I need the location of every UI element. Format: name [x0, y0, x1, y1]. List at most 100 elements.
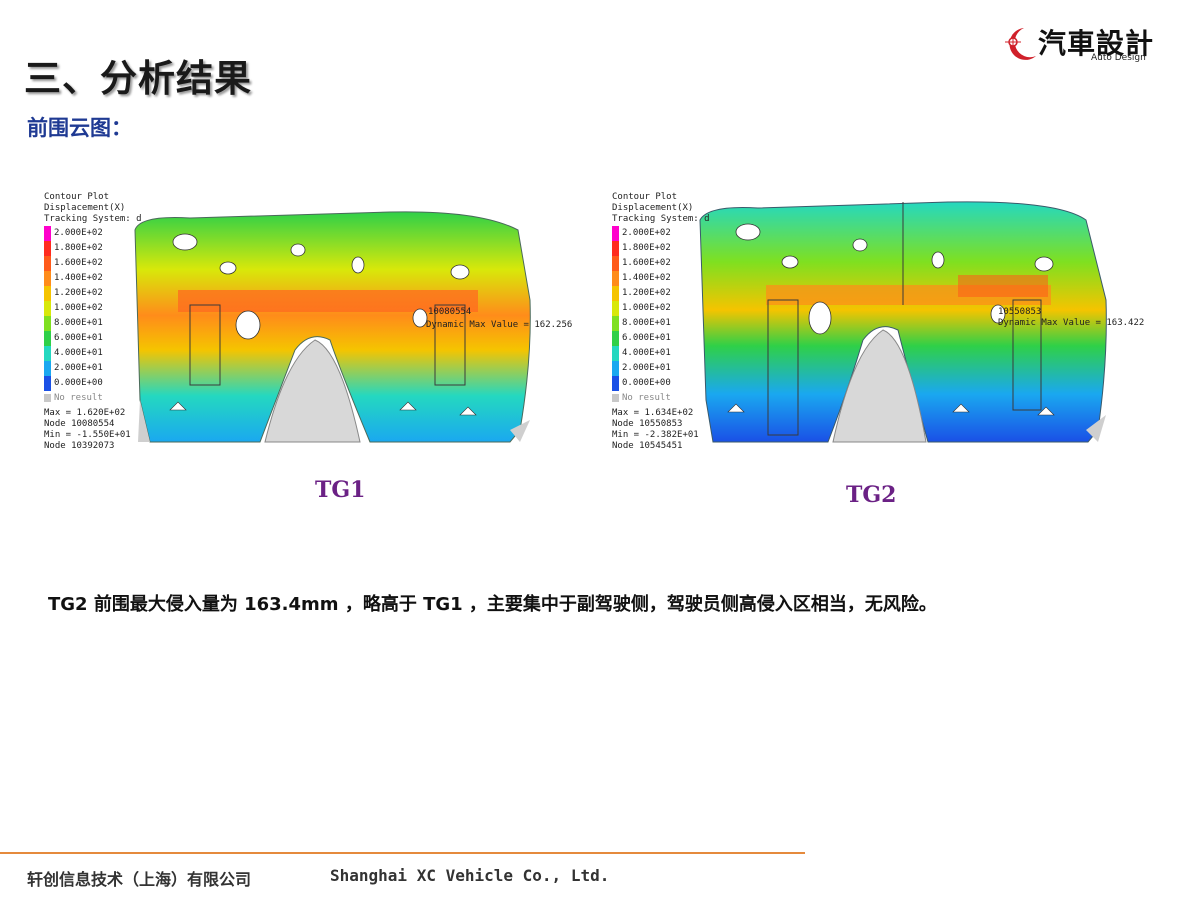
logo-subtext: Auto Design: [1091, 53, 1146, 63]
legend-level: 1.600E+02: [612, 256, 732, 271]
legend-level: 8.000E+01: [612, 316, 732, 331]
legend-no-result-label: No result: [54, 393, 103, 403]
legend-level: 2.000E+01: [44, 361, 164, 376]
legend-stat: Max = 1.620E+02: [44, 408, 126, 418]
legend-swatch: [612, 226, 619, 241]
legend-level-label: 1.200E+02: [54, 288, 103, 298]
legend-swatch: [44, 394, 51, 402]
page-title: 三、分析结果: [24, 57, 252, 100]
legend-level: 1.200E+02: [612, 286, 732, 301]
legend-title-line: Displacement(X): [612, 203, 694, 213]
legend-swatch: [612, 301, 619, 316]
legend-swatch: [612, 376, 619, 391]
legend-level-label: 2.000E+01: [54, 363, 103, 373]
legend-level-label: 1.400E+02: [54, 273, 103, 283]
contour-legend: Contour Plot Displacement(X) Tracking Sy…: [608, 190, 758, 460]
legend-level: 1.200E+02: [44, 286, 164, 301]
legend-level: 4.000E+01: [44, 346, 164, 361]
legend-level-label: 1.600E+02: [622, 258, 671, 268]
legend-swatch: [44, 301, 51, 316]
legend-swatch: [612, 346, 619, 361]
legend-stat: Min = -1.550E+01: [44, 430, 131, 440]
legend-swatch: [612, 361, 619, 376]
legend-swatch: [44, 271, 51, 286]
legend-level: 2.000E+02: [44, 226, 164, 241]
legend-level: 6.000E+01: [612, 331, 732, 346]
legend-level-label: 2.000E+01: [622, 363, 671, 373]
legend-level-label: 1.600E+02: [54, 258, 103, 268]
legend-level: 0.000E+00: [612, 376, 732, 391]
legend-level-label: 6.000E+01: [54, 333, 103, 343]
footer-company-en: Shanghai XC Vehicle Co., Ltd.: [330, 866, 610, 885]
section-subtitle: 前围云图：: [27, 116, 132, 140]
dynamic-max-label: Dynamic Max Value = 163.422: [998, 318, 1145, 328]
legend-stat: Node 10080554: [44, 419, 115, 429]
legend-level-label: 1.800E+02: [622, 243, 671, 253]
max-node-label: 10080554: [428, 307, 472, 317]
conclusion-text: TG2 前围最大侵入量为 163.4mm ，略高于 TG1 ，主要集中于副驾驶侧…: [48, 594, 937, 615]
legend-level: 1.400E+02: [44, 271, 164, 286]
footer-company-cn: 轩创信息技术（上海）有限公司: [27, 870, 252, 889]
legend-level: 1.000E+02: [44, 301, 164, 316]
legend-swatch: [44, 361, 51, 376]
legend-level: 1.600E+02: [44, 256, 164, 271]
legend-swatch: [44, 316, 51, 331]
legend-swatch: [44, 346, 51, 361]
logo-text: 汽車設計: [1038, 27, 1155, 60]
contour-plot-tg1: Contour Plot Displacement(X) Tracking Sy…: [40, 190, 575, 465]
dynamic-max-label: Dynamic Max Value = 162.256: [426, 320, 573, 330]
legend-level-label: 1.800E+02: [54, 243, 103, 253]
firewall-contour-image: [134, 211, 531, 443]
legend-title-line: Tracking System: d: [612, 214, 710, 224]
legend-swatch: [44, 376, 51, 391]
legend-swatch: [44, 286, 51, 301]
legend-level-label: 1.000E+02: [54, 303, 103, 313]
legend-stat: Node 10392073: [44, 441, 115, 451]
legend-swatch: [612, 271, 619, 286]
legend-level-label: 6.000E+01: [622, 333, 671, 343]
legend-title-line: Tracking System: d: [44, 214, 142, 224]
legend-level: 1.400E+02: [612, 271, 732, 286]
footer-divider: [0, 852, 805, 854]
legend-level-label: 2.000E+02: [54, 228, 103, 238]
legend-level-label: 0.000E+00: [622, 378, 671, 388]
company-logo: 汽車設計 Auto Design: [996, 20, 1171, 70]
contour-plot-tg2: Contour Plot Displacement(X) Tracking Sy…: [608, 190, 1144, 465]
legend-swatch: [612, 241, 619, 256]
legend-swatch: [612, 316, 619, 331]
legend-swatch: [612, 286, 619, 301]
legend-level-label: 1.400E+02: [622, 273, 671, 283]
half-moon-logo-icon: [1005, 28, 1036, 60]
legend-level-label: 1.000E+02: [622, 303, 671, 313]
legend-title-line: Contour Plot: [612, 192, 678, 202]
legend-level: 8.000E+01: [44, 316, 164, 331]
legend-level: 1.800E+02: [612, 241, 732, 256]
legend-swatch: [44, 256, 51, 271]
firewall-contour-image: [699, 201, 1107, 443]
legend-level-label: 8.000E+01: [622, 318, 671, 328]
legend-level: 2.000E+02: [612, 226, 732, 241]
figure-caption-tg2: TG2: [846, 482, 897, 508]
legend-level-label: 4.000E+01: [622, 348, 671, 358]
legend-level-label: 2.000E+02: [622, 228, 671, 238]
legend-title-line: Displacement(X): [44, 203, 126, 213]
contour-legend: Contour Plot Displacement(X) Tracking Sy…: [40, 190, 190, 460]
legend-stat: Node 10550853: [612, 419, 683, 429]
legend-swatch: [44, 241, 51, 256]
legend-level: 1.800E+02: [44, 241, 164, 256]
legend-no-result: No result: [612, 391, 732, 406]
legend-level-label: 1.200E+02: [622, 288, 671, 298]
legend-stat: Node 10545451: [612, 441, 683, 451]
legend-swatch: [612, 256, 619, 271]
legend-swatch: [44, 331, 51, 346]
legend-level: 0.000E+00: [44, 376, 164, 391]
legend-swatch: [612, 394, 619, 402]
legend-level-label: 8.000E+01: [54, 318, 103, 328]
legend-title-line: Contour Plot: [44, 192, 110, 202]
legend-swatch: [44, 226, 51, 241]
figure-caption-tg1: TG1: [315, 477, 366, 503]
legend-level: 1.000E+02: [612, 301, 732, 316]
legend-level: 4.000E+01: [612, 346, 732, 361]
legend-level: 2.000E+01: [612, 361, 732, 376]
legend-no-result-label: No result: [622, 393, 671, 403]
